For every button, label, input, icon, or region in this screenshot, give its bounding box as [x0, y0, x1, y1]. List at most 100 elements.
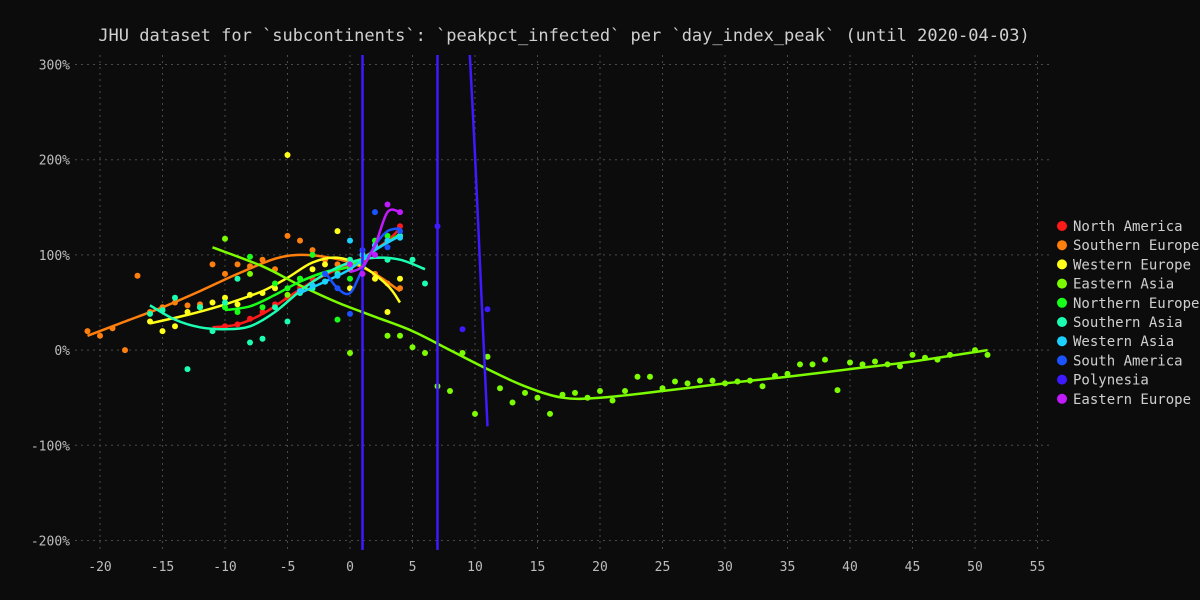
data-point — [159, 307, 166, 314]
x-tick-label: 40 — [842, 560, 858, 575]
legend-label: Western Europe — [1073, 257, 1191, 273]
data-point — [384, 244, 391, 251]
data-point — [284, 291, 291, 298]
legend-marker — [1057, 278, 1067, 289]
data-point — [297, 288, 303, 295]
data-point — [972, 347, 978, 354]
data-point — [222, 294, 228, 301]
data-point — [384, 232, 391, 239]
data-point — [297, 237, 303, 244]
data-point — [572, 389, 578, 396]
data-point — [259, 304, 266, 311]
data-point — [434, 223, 441, 230]
y-axis-ticks: -200% -100% 0% 100% 200% 300% — [31, 59, 70, 550]
legend-label: South America — [1073, 353, 1183, 369]
data-point — [134, 272, 141, 279]
data-point — [184, 302, 191, 309]
data-point — [634, 373, 641, 380]
y-tick-label: 100% — [39, 249, 70, 264]
data-point — [534, 394, 541, 401]
y-tick-label: -200% — [31, 534, 70, 549]
data-point — [384, 332, 391, 339]
data-point — [872, 358, 878, 365]
data-point — [609, 397, 616, 404]
legend-label: Polynesia — [1073, 373, 1149, 389]
legend-item: Western Europe — [1057, 257, 1191, 273]
data-point — [184, 366, 191, 373]
legend-label: Northern Europe — [1073, 296, 1199, 312]
y-tick-label: -100% — [31, 439, 70, 454]
legend-label: Eastern Asia — [1073, 277, 1174, 293]
data-point — [222, 299, 228, 306]
data-point — [947, 351, 953, 358]
data-point — [247, 270, 253, 277]
data-point — [272, 285, 278, 292]
data-point — [234, 321, 241, 328]
data-point — [247, 315, 253, 322]
data-point — [422, 350, 428, 356]
data-point — [472, 410, 478, 417]
data-point — [384, 256, 391, 263]
data-point — [97, 332, 103, 339]
data-point — [334, 272, 341, 279]
legend-label: Southern Europe — [1073, 238, 1199, 254]
data-point — [747, 377, 753, 384]
series-trend-line — [149, 256, 402, 325]
data-point — [284, 152, 291, 158]
data-point — [847, 359, 853, 366]
data-point — [247, 339, 253, 346]
data-point — [372, 275, 378, 282]
data-point — [384, 237, 391, 244]
data-point — [822, 356, 828, 363]
data-point — [897, 363, 903, 370]
data-point — [347, 275, 353, 282]
data-point — [984, 351, 991, 358]
data-point — [522, 389, 528, 396]
legend-item: Northern Europe — [1057, 296, 1199, 312]
y-tick-label: 200% — [39, 154, 70, 169]
data-point — [784, 370, 791, 377]
data-point — [234, 261, 241, 268]
y-tick-label: 300% — [39, 59, 70, 74]
data-point — [384, 309, 391, 315]
legend-marker — [1057, 259, 1067, 270]
x-tick-label: -20 — [88, 560, 111, 575]
data-point — [109, 325, 116, 332]
data-point — [122, 347, 128, 354]
data-point — [409, 256, 416, 263]
legend-item: Polynesia — [1057, 373, 1149, 389]
legend-label: Eastern Europe — [1073, 392, 1191, 408]
data-point — [234, 309, 241, 315]
data-point — [334, 285, 341, 292]
series-southern-europe — [84, 232, 403, 354]
data-point — [584, 394, 591, 401]
data-point — [284, 285, 291, 292]
data-point — [322, 270, 328, 277]
legend-item: Southern Europe — [1057, 238, 1199, 254]
data-point — [222, 270, 228, 277]
data-point — [322, 261, 328, 268]
data-point — [347, 256, 353, 263]
data-point — [247, 263, 253, 270]
x-tick-label: 55 — [1030, 560, 1046, 575]
legend-marker — [1057, 221, 1067, 231]
series-trend-line — [349, 208, 401, 274]
data-point — [597, 388, 603, 394]
legend-marker — [1057, 374, 1067, 385]
data-point — [397, 228, 403, 235]
data-point — [309, 251, 316, 258]
data-point — [259, 335, 266, 342]
data-point — [272, 280, 278, 287]
data-point — [672, 378, 678, 385]
data-point — [184, 309, 191, 315]
x-tick-label: 5 — [409, 560, 417, 575]
data-point — [397, 209, 403, 216]
data-point — [772, 372, 778, 379]
data-point — [722, 380, 728, 387]
data-point — [834, 387, 841, 394]
data-point — [484, 353, 491, 360]
data-point — [884, 361, 891, 368]
data-point — [397, 332, 403, 339]
data-point — [797, 361, 803, 368]
data-point — [297, 275, 303, 282]
